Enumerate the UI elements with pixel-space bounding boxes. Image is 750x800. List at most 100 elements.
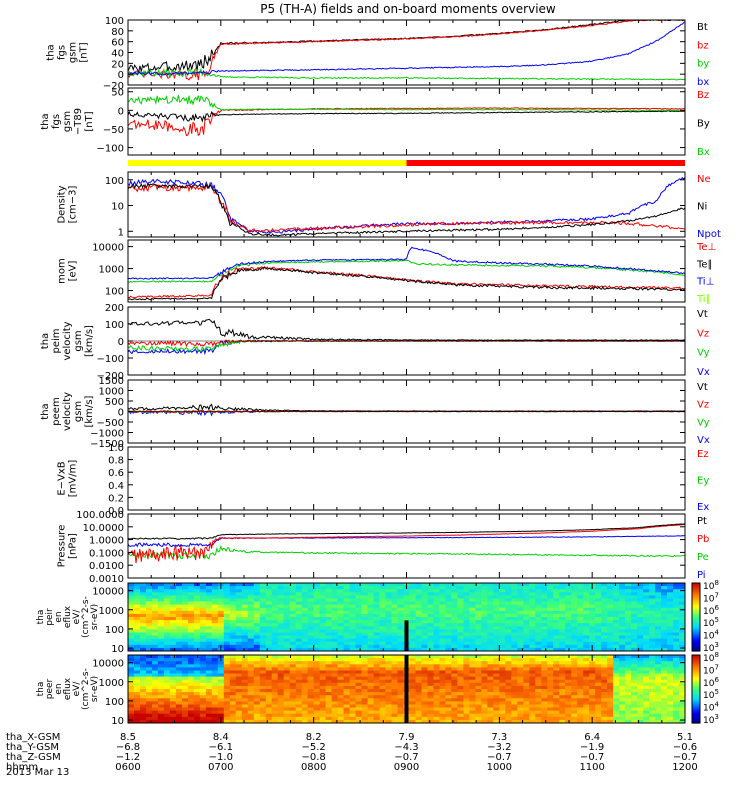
panel-5: Te⊥ Te∥ Ti⊥ Ti∥ 10000 1000 100 mom [eV] [57,239,716,305]
series-line-By [128,110,685,123]
y-tick-label: 20 [111,59,124,70]
legend-entry: Te∥ [696,259,713,270]
colorbar-label: 105 [703,688,719,701]
y-tick-label: 100 [105,625,124,636]
x-tick-label: −6.8 [116,742,140,753]
colorbar-label: 103 [703,641,719,654]
y-tick-label: −500 [97,418,124,429]
x-tick-label: 8.2 [306,732,322,743]
series-line-Npot [128,176,685,235]
series-line-Ti∥ [128,259,685,283]
legend-entry: Bt [697,22,708,33]
series-line-Bx [128,95,685,112]
legend-entry: Ey [697,476,709,487]
y-axis-label: Density [57,185,68,223]
legend-entry: Ex [697,502,709,513]
y-axis-label: tha [40,113,51,129]
colorbar-label: 103 [703,713,719,726]
x-tick-label: 6.4 [584,732,600,743]
y-axis-label: sr-eV) [90,604,100,630]
x-tick-label: −1.9 [580,742,604,753]
y-tick-label: 0.0010 [89,574,124,585]
y-axis-label: fgs [57,45,68,60]
y-axis-label: peem [51,397,62,425]
y-axis-label: [cm−3] [68,186,79,224]
y-axis-label: gsm [73,401,84,422]
series-line-Ne [128,183,685,233]
x-tick-label: −0.6 [673,742,697,753]
colorbar-label: 105 [703,616,719,629]
series-line-Ti⊥ [128,246,685,280]
y-tick-label: −50 [103,125,124,136]
colorbar-label: 104 [703,701,719,714]
panel-4: Ne Ni Npot 100 10 1 Density [cm−3] [57,171,721,240]
series-line-Vt [128,403,685,412]
x-tick-label: −5.2 [302,742,326,753]
x-tick-label: 1200 [672,762,697,773]
x-axis-row-label: tha_Y-GSM [6,742,59,753]
y-tick-label: 500 [105,397,124,408]
x-tick-label: 7.9 [399,732,415,743]
x-tick-label: −1.2 [116,752,140,763]
y-tick-label: 10 [111,716,124,727]
x-tick-label: 1000 [487,762,512,773]
y-tick-label: −1500 [90,439,124,450]
data-gap-marker [404,620,409,651]
y-tick-label: 100.0000 [76,510,124,521]
y-tick-label: 10000 [92,659,124,670]
flag-bar-segment [406,160,685,166]
y-axis-label: gsm [68,42,79,63]
y-axis-label: velocity [62,392,73,431]
y-axis-label: E−VxB [57,461,68,495]
y-axis-label: eflux [63,605,73,628]
panel-6: Vt Vz Vy Vx 200 100 0 −100 −200 tha peim velocity gs… [40,303,710,382]
x-tick-label: 0900 [394,762,419,773]
y-tick-label: 100 [105,176,124,187]
y-axis-label: [nT] [79,42,90,62]
colorbar-label: 106 [703,676,719,689]
colorbar-label: 108 [703,579,719,592]
y-tick-label: 100 [105,16,124,27]
panel-2: Bz By Bx 50 0 −50 −100 tha fgs gsm −T89 [nT] [40,87,710,158]
plot-title: P5 (TH-A) fields and on-board moments ov… [260,2,556,16]
panel-frame [127,87,686,156]
y-tick-label: 0.6 [108,468,124,479]
y-tick-label: 0 [118,70,124,81]
y-axis-label: gsm [62,111,73,132]
y-axis-label: tha [36,610,46,625]
legend-entry: Vz [697,328,709,339]
x-tick-label: 5.1 [677,732,693,743]
y-tick-label: 60 [111,38,124,49]
y-tick-label: 40 [111,49,124,60]
spectrogram [128,655,685,723]
y-axis-label: (cm^2-s- [81,668,91,710]
y-axis-label: en [54,683,64,694]
y-axis-label: eV/ [72,609,82,625]
legend-entry: Pt [697,516,707,527]
y-tick-label: 1000 [99,387,124,398]
legend-entry: Pi [697,570,706,581]
x-tick-label: −6.1 [209,742,233,753]
x-tick-label: −4.3 [394,742,418,753]
y-axis-label: [km/s] [84,395,95,427]
series-line-Pe [128,544,685,560]
y-tick-label: 1500 [99,376,124,387]
y-tick-label: 10 [111,644,124,655]
y-tick-label: 0.1000 [89,548,124,559]
colorbar-label: 107 [703,591,719,604]
legend-entry: Vy [697,417,710,428]
y-axis-label: eflux [63,677,73,700]
y-tick-label: 100 [105,287,124,298]
y-axis-label: eV/ [72,681,82,697]
y-axis-label: [km/s] [84,325,95,357]
series-line-Pt [128,523,685,540]
x-tick-label: −0.8 [302,752,326,763]
x-tick-label: −0.7 [487,752,511,763]
y-tick-label: 1.0 [108,443,124,454]
x-tick-label: −0.7 [580,752,604,763]
